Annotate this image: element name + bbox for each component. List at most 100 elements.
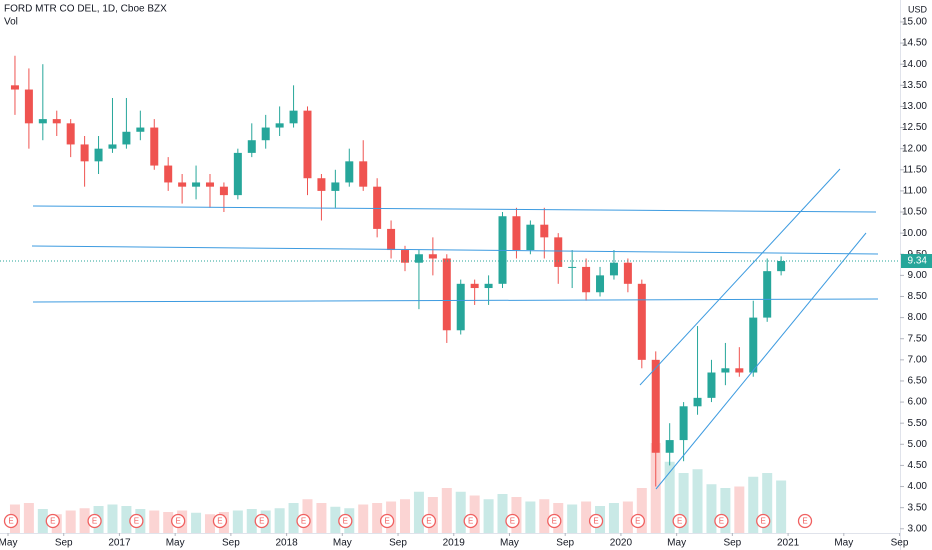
candle-body (777, 261, 786, 272)
earnings-label: E (384, 517, 389, 526)
earnings-icon (421, 513, 437, 529)
candle-body (526, 224, 535, 251)
x-tick-label: Sep (723, 538, 741, 549)
earnings-icon (547, 513, 562, 529)
volume-bar (678, 473, 689, 533)
candle-body (303, 110, 312, 179)
x-tick-label: 2021 (777, 538, 800, 549)
candle-body (596, 275, 605, 293)
y-tick-label: 13.50 (902, 80, 927, 91)
y-tick-label: 3.00 (908, 523, 928, 534)
earnings-icon (672, 513, 687, 529)
earnings-label: E (593, 517, 598, 526)
volume-bar (776, 480, 787, 533)
candle-body (651, 359, 660, 453)
y-tick-label: 5.50 (908, 418, 928, 429)
volume-bar (23, 503, 34, 533)
volume-bar (525, 501, 536, 533)
y-tick-label: 14.00 (902, 59, 927, 70)
volume-bar (622, 501, 633, 533)
volume-bar (163, 512, 174, 533)
candle-layer (10, 55, 786, 487)
volume-bar (539, 499, 550, 533)
candle-body (401, 250, 410, 263)
candle-body (512, 216, 521, 251)
earnings-icon (338, 513, 353, 529)
earnings-icon (630, 513, 645, 529)
candle-body (484, 283, 493, 289)
y-tick-label: 10.00 (902, 228, 927, 239)
candle-body (164, 165, 173, 183)
candle-body (233, 152, 242, 196)
volume-bar (692, 469, 703, 533)
earnings-icon (254, 513, 269, 529)
earnings-icon (714, 513, 729, 529)
channel-line (639, 168, 841, 386)
candle-body (540, 224, 549, 238)
earnings-label: E (301, 517, 306, 526)
volume-bar (400, 499, 411, 533)
y-tick-label: 4.50 (908, 460, 928, 471)
earnings-icon (463, 513, 478, 529)
candle-body (582, 266, 591, 293)
earnings-label: E (761, 517, 766, 526)
x-tick-label: 2018 (275, 538, 298, 549)
x-tick-label: 2020 (610, 538, 633, 549)
candle-body (665, 440, 674, 453)
earnings-icon (505, 513, 520, 529)
volume-bar (650, 443, 661, 533)
volume-bar (79, 508, 90, 533)
earnings-label: E (134, 517, 139, 526)
candle-body (10, 85, 19, 90)
volume-bar (372, 503, 383, 533)
candle-body (735, 368, 744, 373)
candle-body (94, 148, 103, 162)
volume-bar (497, 494, 508, 533)
candle-body (623, 262, 632, 284)
earnings-label: E (259, 517, 264, 526)
volume-bar (734, 486, 745, 533)
y-tick-label: 11.50 (903, 164, 928, 175)
candle-body (38, 119, 47, 124)
volume-bar (65, 510, 76, 533)
earnings-label: E (719, 517, 724, 526)
volume-bar (288, 503, 299, 533)
currency-label: USD (908, 4, 928, 14)
volume-bar (483, 499, 494, 533)
candle-body (763, 271, 772, 318)
volume-bar (748, 476, 759, 533)
candle-body (749, 317, 758, 373)
y-tick-label: 7.00 (908, 354, 928, 365)
x-tick-label: 2017 (108, 538, 131, 549)
candle-body (108, 144, 117, 149)
volume-bar (330, 506, 341, 533)
earnings-icon (87, 513, 102, 529)
candle-body (205, 182, 214, 187)
x-tick-label: 2019 (443, 538, 466, 549)
volume-bar (232, 510, 243, 533)
volume-bar (316, 503, 327, 533)
earnings-label: E (8, 517, 13, 526)
volume-bar (581, 501, 592, 533)
earnings-icon (212, 513, 228, 529)
candle-body (721, 368, 730, 373)
volume-bar (608, 503, 619, 533)
earnings-icon (588, 513, 604, 529)
candle-body (331, 182, 340, 191)
y-tick-label: 8.50 (908, 291, 928, 302)
volume-bar (720, 488, 731, 533)
y-tick-label: 4.00 (908, 481, 928, 492)
x-tick-label: May (667, 538, 686, 549)
volume-bar (706, 484, 717, 533)
volume-bar (107, 504, 118, 533)
candle-body (359, 161, 368, 187)
y-tick-label: 10.50 (902, 207, 927, 218)
candle-body (289, 110, 298, 124)
earnings-label: E (510, 517, 515, 526)
candle-body (122, 131, 131, 145)
volume-label: Vol (4, 17, 18, 28)
x-tick-label: May (834, 538, 853, 549)
y-tick-label: 7.50 (908, 333, 928, 344)
volume-bar (511, 497, 522, 533)
